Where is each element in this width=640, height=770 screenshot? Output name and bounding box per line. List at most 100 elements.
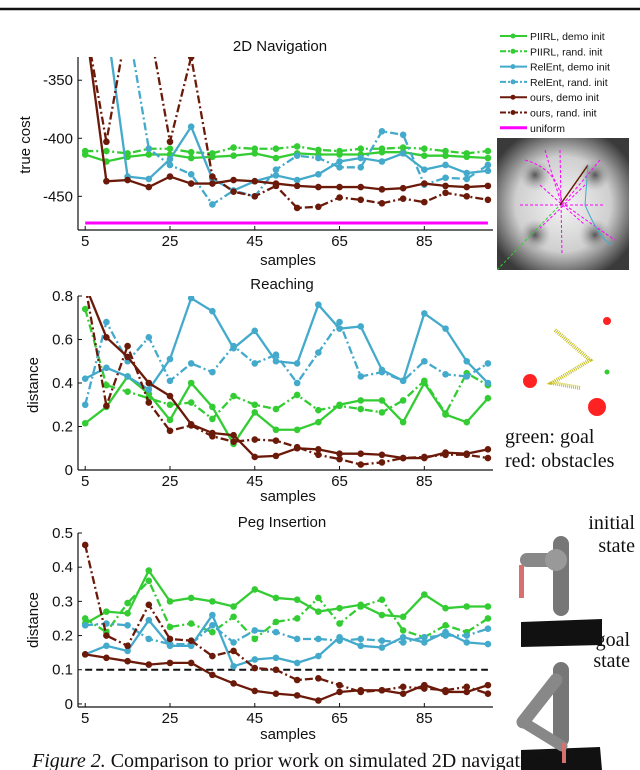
data-point [124, 373, 131, 380]
obstacle-marker [603, 317, 611, 325]
series-line [85, 653, 489, 702]
data-point [442, 161, 449, 169]
data-point [272, 666, 280, 674]
data-point [230, 639, 237, 646]
data-point [187, 620, 195, 627]
data-point [463, 150, 471, 157]
data-point [463, 175, 471, 183]
peg-initial-label-1: initial [588, 512, 635, 534]
data-point [484, 154, 492, 162]
data-point [145, 175, 153, 183]
data-point [145, 567, 153, 574]
y-tick-label: 0.1 [52, 662, 73, 679]
navigation-inset-image [497, 138, 629, 270]
data-point [378, 611, 386, 619]
data-point [484, 446, 492, 453]
data-point [187, 379, 195, 387]
robot-goal-state-image [516, 662, 602, 770]
data-point [209, 180, 216, 187]
series-line [84, 568, 488, 625]
data-point [187, 148, 195, 156]
data-point [251, 145, 259, 153]
data-point [230, 603, 237, 610]
data-point [145, 334, 153, 341]
data-point [251, 664, 259, 672]
data-point [315, 451, 322, 459]
series-line [84, 374, 489, 447]
data-point [421, 152, 428, 159]
data-point [81, 621, 89, 629]
data-point [293, 659, 301, 667]
data-point [293, 379, 301, 387]
data-point [336, 688, 343, 696]
data-point [251, 635, 259, 643]
data-point [315, 183, 322, 191]
data-point [357, 323, 365, 330]
y-tick-label: 0.8 [52, 288, 73, 305]
series-line [88, 57, 488, 191]
data-point [145, 151, 153, 158]
data-point [421, 310, 428, 317]
y-tick-label: 0 [65, 696, 73, 713]
data-point [484, 360, 492, 367]
data-point [293, 391, 301, 399]
data-point [399, 377, 407, 385]
data-point [209, 173, 216, 180]
data-point [442, 174, 449, 182]
legend-item: ours, demo init [500, 92, 599, 104]
data-point [230, 392, 237, 400]
data-point [463, 683, 471, 691]
data-point [484, 603, 492, 610]
data-point [209, 598, 216, 605]
data-point [399, 690, 407, 697]
series-line [84, 544, 489, 695]
legend-marker [510, 110, 516, 115]
data-point [399, 397, 407, 404]
data-point [230, 647, 237, 655]
x-tick-label: 85 [416, 710, 433, 727]
data-point [81, 147, 89, 155]
data-point [315, 446, 322, 453]
data-point [272, 618, 280, 626]
y-tick-label: 0.3 [52, 593, 73, 610]
legend-item: uniform [500, 123, 565, 135]
x-tick-label: 5 [81, 233, 89, 250]
data-point [230, 152, 237, 159]
data-point [378, 644, 386, 651]
data-point [357, 405, 365, 413]
data-point [378, 459, 386, 466]
data-point [315, 652, 322, 660]
y-tick-label: -400 [43, 130, 73, 147]
data-point [315, 674, 322, 682]
data-point [272, 437, 280, 444]
series-line [90, 57, 489, 210]
data-point [187, 180, 195, 187]
data-point [463, 373, 471, 380]
data-point [209, 150, 216, 157]
data-point [336, 450, 343, 457]
data-point [463, 451, 471, 459]
nav-title: 2D Navigation [233, 38, 327, 55]
data-point [463, 632, 471, 639]
data-point [103, 177, 110, 185]
data-point [81, 651, 89, 658]
data-point [484, 394, 492, 402]
y-tick-label: 0.2 [52, 628, 73, 645]
data-point [463, 357, 471, 365]
legend-label: ours, rand. init [530, 108, 597, 120]
data-point [421, 180, 428, 187]
data-point [293, 182, 301, 190]
data-point [82, 282, 89, 289]
data-point [81, 419, 89, 427]
series-line [85, 145, 489, 155]
data-point [399, 454, 407, 462]
data-point [293, 426, 301, 434]
y-tick-label: 0 [65, 462, 73, 479]
data-point [166, 392, 174, 400]
data-point [293, 204, 301, 212]
data-point [272, 426, 280, 434]
data-point [421, 685, 428, 692]
data-point [442, 189, 449, 197]
x-tick-label: 65 [331, 710, 348, 727]
data-point [124, 176, 131, 184]
